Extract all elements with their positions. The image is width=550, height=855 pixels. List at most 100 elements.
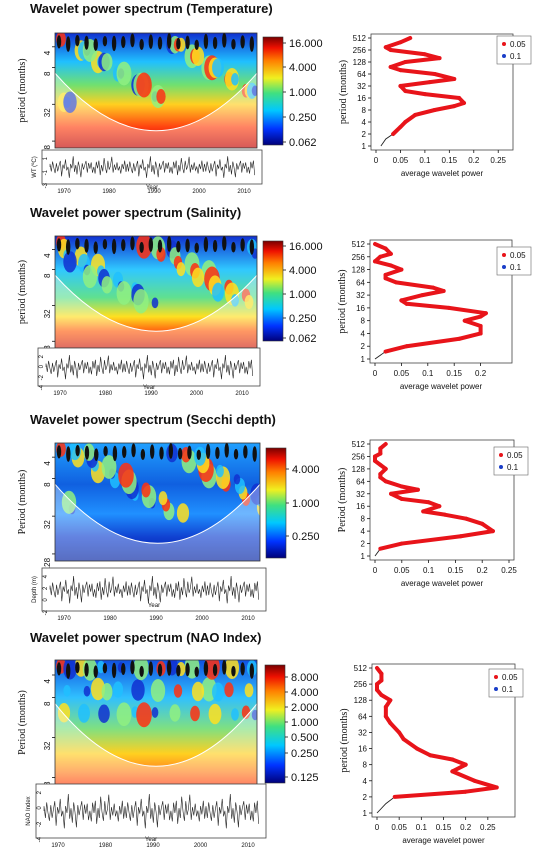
legend-marker bbox=[494, 675, 498, 679]
avg-y-tick-label: 64 bbox=[357, 70, 366, 79]
heatmap-blob bbox=[82, 265, 98, 289]
avg-y-tick-label: 8 bbox=[361, 515, 366, 524]
significance-streak bbox=[75, 34, 80, 47]
year-tick-label: 1970 bbox=[53, 391, 67, 397]
year-tick-label: 2000 bbox=[194, 843, 208, 849]
significance-streak bbox=[205, 443, 211, 459]
period-tick-label: 8 bbox=[43, 482, 52, 487]
avg-y-tick-label: 1 bbox=[361, 552, 366, 561]
avg-y-axis-label: period (months) bbox=[337, 269, 348, 333]
ts-y-tick-label: -2 bbox=[37, 821, 43, 827]
significance-streak bbox=[196, 449, 201, 460]
year-tick-label: 1990 bbox=[147, 189, 161, 195]
avg-power-frame bbox=[369, 439, 515, 561]
heatmap-blob bbox=[251, 709, 257, 721]
avg-x-tick-label: 0 bbox=[373, 369, 378, 378]
colorbar bbox=[262, 36, 284, 146]
timeseries-frame bbox=[41, 567, 267, 612]
ts-y-tick-label: -2 bbox=[43, 609, 49, 615]
period-axis-label: Period (months) bbox=[17, 690, 28, 755]
timeseries-line bbox=[49, 575, 259, 604]
ts-y-tick-label: 0 bbox=[43, 598, 49, 602]
significance-streak bbox=[157, 36, 163, 50]
heatmap-blob bbox=[141, 482, 151, 498]
avg-y-tick-label: 32 bbox=[356, 490, 365, 499]
significance-streak bbox=[56, 35, 62, 49]
avg-y-tick-label: 8 bbox=[363, 761, 368, 770]
avg-y-tick-label: 1 bbox=[361, 355, 366, 364]
period-tick-label: 4 bbox=[43, 461, 52, 466]
year-tick-label: 1990 bbox=[144, 391, 158, 397]
avg-y-tick-label: 512 bbox=[354, 664, 368, 673]
ts-y-tick-label: 0 bbox=[37, 806, 43, 810]
period-tick-label: 128 bbox=[43, 557, 52, 571]
year-tick-label: 1970 bbox=[51, 843, 65, 849]
heatmap-blob bbox=[231, 73, 239, 86]
cone-of-influence bbox=[55, 275, 257, 348]
avg-y-tick-label: 32 bbox=[356, 291, 365, 300]
avg-power-significant-segment bbox=[450, 769, 477, 783]
ts-y-tick-label: 1 bbox=[43, 156, 49, 160]
avg-y-tick-label: 8 bbox=[361, 317, 366, 326]
avg-x-tick-label: 0.2 bbox=[475, 369, 487, 378]
legend-marker bbox=[502, 253, 506, 257]
heatmap-blobs bbox=[55, 33, 257, 148]
timeseries-line bbox=[45, 354, 253, 380]
avg-power-significant-segment bbox=[388, 60, 408, 69]
avg-power-significant-segment bbox=[462, 314, 483, 323]
avg-y-tick-label: 2 bbox=[362, 130, 367, 139]
colorbar bbox=[264, 664, 286, 784]
avg-y-tick-label: 4 bbox=[361, 329, 366, 338]
period-axis-label: Period (months) bbox=[17, 470, 28, 535]
period-axis-label: period (months) bbox=[17, 260, 28, 324]
avg-power-significant-segment bbox=[472, 778, 499, 790]
avg-power-significant-segment bbox=[398, 80, 432, 88]
cone-of-influence-line bbox=[55, 703, 257, 767]
heatmap-blob bbox=[116, 702, 132, 727]
significance-streak bbox=[75, 444, 80, 457]
significance-streak bbox=[121, 36, 126, 49]
significance-streak bbox=[249, 36, 255, 52]
year-tick-label: 1980 bbox=[99, 843, 113, 849]
significance-streak bbox=[166, 660, 172, 676]
year-axis-label: Year bbox=[146, 185, 158, 191]
avg-power-significant-segment bbox=[422, 92, 462, 100]
legend-label: 0.1 bbox=[510, 263, 522, 272]
period-axis-label: period (months) bbox=[17, 58, 28, 122]
colorbar-tick-label: 4.000 bbox=[289, 265, 317, 277]
avg-power-significant-segment bbox=[398, 68, 437, 76]
avg-y-tick-label: 32 bbox=[357, 82, 366, 91]
avg-y-tick-label: 16 bbox=[357, 94, 366, 103]
ts-y-tick-label: -3 bbox=[43, 182, 49, 188]
avg-x-axis-label: average wavelet power bbox=[401, 579, 484, 588]
significance-streak bbox=[231, 241, 236, 253]
significance-streak bbox=[66, 446, 71, 462]
period-tick-label: 8 bbox=[43, 273, 52, 278]
significance-streak bbox=[168, 443, 174, 459]
ts-y-tick-label: -2 bbox=[39, 374, 45, 380]
avg-x-tick-label: 0 bbox=[374, 156, 379, 165]
panel-4: Wavelet power spectrum (NAO Index)483212… bbox=[17, 630, 524, 849]
significance-streak bbox=[224, 443, 229, 458]
significance-streak bbox=[185, 238, 190, 253]
colorbar bbox=[265, 447, 287, 559]
significance-streak bbox=[111, 35, 117, 52]
ts-y-tick-label: 2 bbox=[37, 790, 43, 794]
cone-of-influence-line bbox=[55, 274, 257, 332]
avg-power-significant-segment bbox=[457, 331, 483, 341]
heatmap-blob bbox=[118, 462, 134, 488]
significance-streak bbox=[121, 663, 126, 676]
heatmap-blobs bbox=[55, 443, 260, 561]
heatmap-blob bbox=[216, 464, 224, 478]
panel-1: Wavelet power spectrum (Temperature) 4 8 32… bbox=[17, 1, 532, 195]
heatmap-blob bbox=[78, 703, 90, 723]
year-tick-label: 1970 bbox=[57, 616, 71, 622]
avg-power-significant-segment bbox=[388, 721, 402, 735]
heatmap-blob bbox=[176, 503, 190, 523]
colorbar bbox=[262, 240, 284, 342]
avg-y-tick-label: 512 bbox=[352, 240, 366, 249]
significance-streak bbox=[243, 445, 248, 459]
avg-x-tick-label: 0.2 bbox=[477, 566, 489, 575]
year-tick-label: 1990 bbox=[146, 843, 160, 849]
